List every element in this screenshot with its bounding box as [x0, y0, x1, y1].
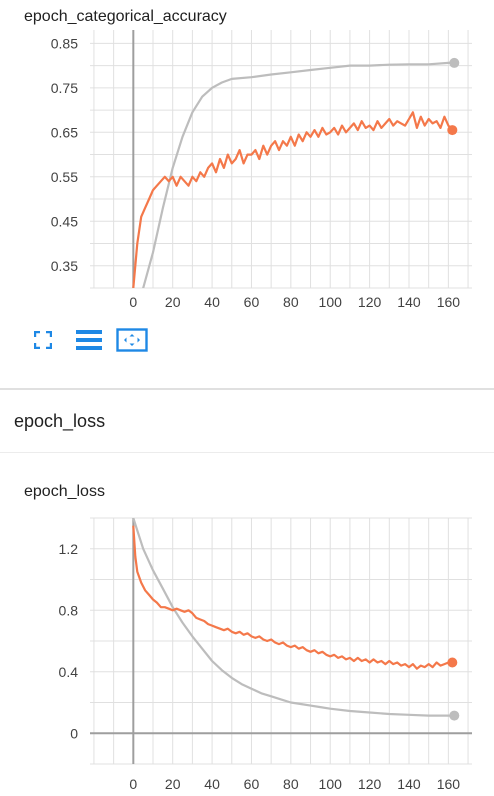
accuracy-chart[interactable]: 0.35 0.45 0.55 0.65 0.75 0.85 0 20 40 60 80 100 120 1…: [0, 30, 494, 320]
y-tick-label: 0: [70, 725, 78, 741]
section-divider: [0, 388, 494, 390]
x-tick-label: 100: [319, 294, 343, 310]
x-tick-label: 0: [129, 776, 137, 792]
x-tick-label: 60: [244, 294, 260, 310]
y-tick-label: 0.65: [51, 124, 78, 140]
series-end-point: [447, 125, 457, 135]
x-tick-label: 160: [437, 776, 461, 792]
y-tick-label: 0.45: [51, 213, 78, 229]
expand-icon[interactable]: [34, 331, 52, 349]
x-tick-label: 20: [165, 776, 181, 792]
y-tick-label: 1.2: [59, 541, 79, 557]
y-tick-label: 0.55: [51, 169, 78, 185]
series-line: [133, 526, 452, 669]
x-tick-label: 140: [397, 776, 421, 792]
x-tick-label: 40: [204, 776, 220, 792]
x-tick-label: 160: [437, 294, 461, 310]
x-tick-label: 100: [319, 776, 343, 792]
y-tick-label: 0.75: [51, 80, 78, 96]
series-line: [133, 518, 454, 716]
loss-chart[interactable]: 0 0.4 0.8 1.2 0 20 40 60 80 100 120 140 160: [0, 512, 494, 796]
y-tick-label: 0.4: [59, 664, 79, 680]
series-end-point: [447, 658, 457, 668]
y-tick-label: 0.85: [51, 35, 78, 51]
x-tick-label: 20: [165, 294, 181, 310]
x-tick-label: 80: [283, 294, 299, 310]
x-tick-label: 120: [358, 294, 382, 310]
plot-area: [133, 58, 459, 306]
x-tick-label: 120: [358, 776, 382, 792]
chart-title-accuracy: epoch_categorical_accuracy: [24, 8, 227, 26]
x-tick-label: 40: [204, 294, 220, 310]
fit-domain-icon[interactable]: [116, 328, 148, 352]
section-header-divider: [0, 452, 494, 453]
x-tick-label: 140: [397, 294, 421, 310]
y-tick-label: 0.35: [51, 258, 78, 274]
x-tick-label: 80: [283, 776, 299, 792]
series-end-point: [449, 58, 459, 68]
series-line: [133, 63, 454, 306]
x-tick-label: 0: [129, 294, 137, 310]
series-end-point: [449, 711, 459, 721]
x-tick-label: 60: [244, 776, 260, 792]
toggle-log-scale-icon[interactable]: [76, 330, 102, 350]
section-title-loss: epoch_loss: [14, 411, 105, 432]
y-tick-label: 0.8: [59, 602, 79, 618]
chart-title-loss: epoch_loss: [24, 483, 105, 501]
